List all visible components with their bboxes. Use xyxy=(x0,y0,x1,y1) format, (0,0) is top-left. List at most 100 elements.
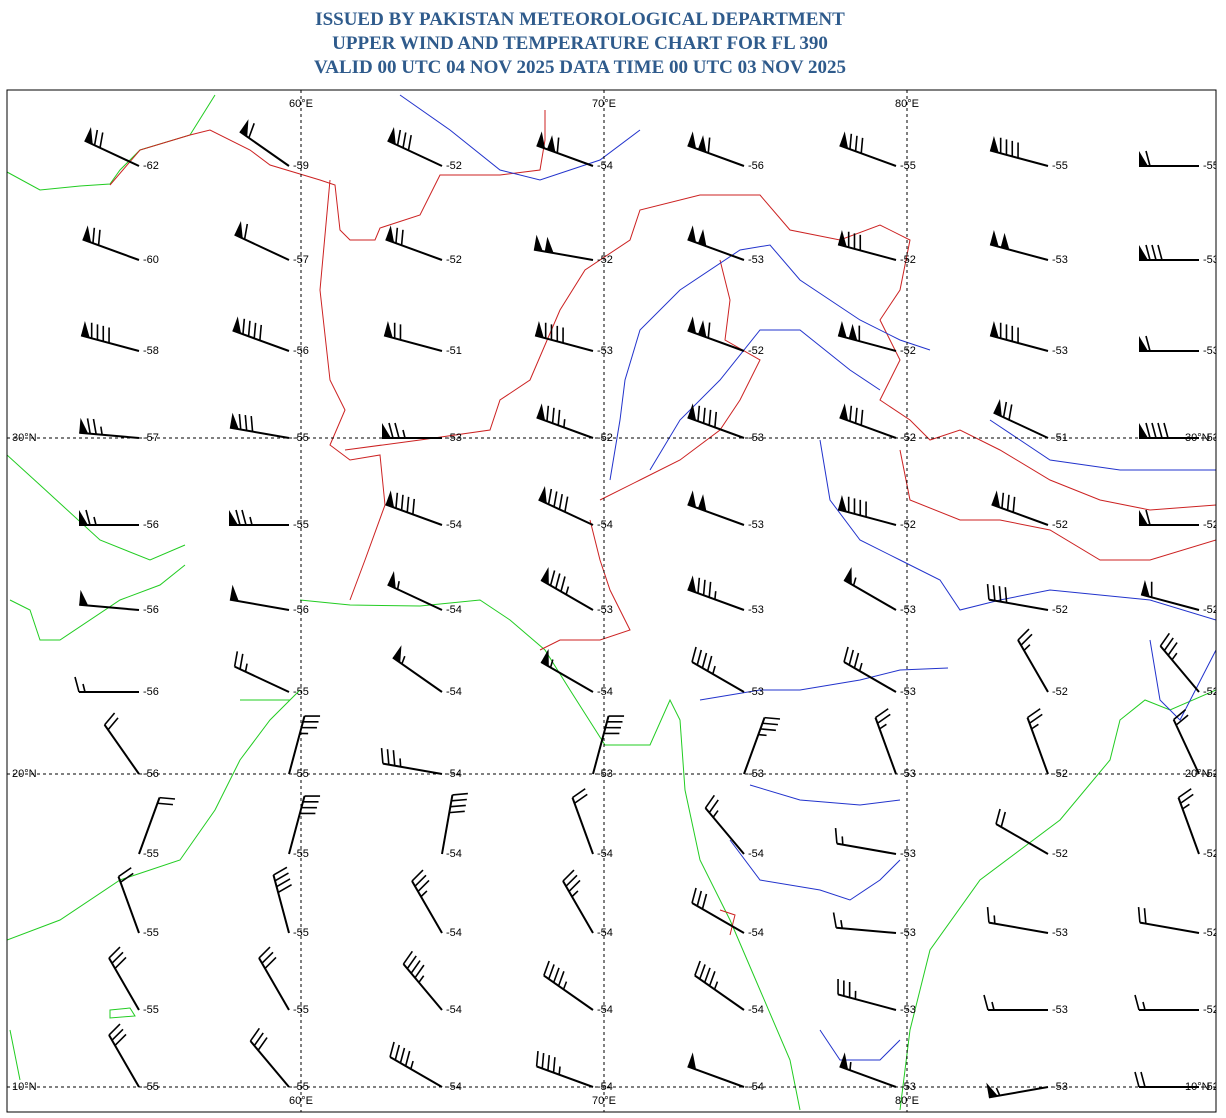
barb-feather xyxy=(875,708,889,719)
barb-feather xyxy=(412,498,416,515)
temperature-label: -53 xyxy=(748,768,764,780)
barb-feather xyxy=(1145,422,1151,439)
barb-pennant xyxy=(536,403,546,421)
barb-pennant xyxy=(535,320,544,338)
wind-barb xyxy=(983,994,1048,1011)
temperature-label: -53 xyxy=(900,1081,916,1093)
temperature-label: -52 xyxy=(1052,686,1068,698)
temperature-label: -54 xyxy=(597,519,613,531)
barb-feather xyxy=(562,869,575,882)
barb-staff xyxy=(288,715,306,775)
wind-barb xyxy=(79,417,140,439)
barb-staff xyxy=(536,144,594,167)
barb-pennant xyxy=(384,320,393,338)
barb-feather xyxy=(235,509,241,526)
temperature-label: -53 xyxy=(597,604,613,616)
wind-barb xyxy=(687,131,745,167)
wind-barb xyxy=(834,828,897,855)
barb-feather xyxy=(414,964,425,979)
wind-barb xyxy=(995,808,1049,855)
wind-barb xyxy=(874,708,897,775)
barb-feather xyxy=(1006,494,1010,511)
title-line: VALID 00 UTC 04 NOV 2025 DATA TIME 00 UT… xyxy=(313,57,847,78)
barb-feather xyxy=(449,810,465,814)
wind-barb xyxy=(562,869,594,934)
wind-barb xyxy=(837,494,897,526)
wind-barb xyxy=(1137,907,1200,934)
barb-feather xyxy=(764,716,781,720)
temperature-label: -53 xyxy=(748,432,764,444)
temperature-label: -52 xyxy=(900,345,916,357)
barb-staff xyxy=(138,797,161,855)
barb-half xyxy=(558,1066,561,1075)
barb-feather xyxy=(402,950,414,965)
barb-half xyxy=(712,810,719,818)
barb-feather xyxy=(380,748,384,764)
barb-feather xyxy=(995,808,1001,825)
barb-feather xyxy=(983,994,989,1011)
barb-half xyxy=(410,1060,414,1070)
temperature-label: -52 xyxy=(1052,519,1068,531)
barb-pennant xyxy=(839,403,849,421)
barb-half xyxy=(841,836,844,845)
graticule: 60°E60°E70°E70°E80°E80°E30°N 30°N20°N 20°N… xyxy=(7,90,1216,1112)
barb-pennant xyxy=(538,486,547,504)
barb-half xyxy=(563,419,566,428)
barb-feather xyxy=(549,570,556,586)
barb-pennant xyxy=(387,127,396,145)
temperature-label: -54 xyxy=(597,686,613,698)
barb-feather xyxy=(1012,496,1016,513)
barb-pennant xyxy=(234,221,243,239)
wind-barb xyxy=(839,403,897,439)
temperature-label: -53 xyxy=(446,432,462,444)
barb-feather xyxy=(560,576,566,592)
barb-feather xyxy=(241,509,247,526)
barb-half xyxy=(714,591,717,600)
barb-feather xyxy=(547,488,553,505)
barb-staff xyxy=(392,656,443,693)
barb-feather xyxy=(92,418,97,435)
wind-barb xyxy=(536,403,594,439)
barb-feather xyxy=(702,579,706,596)
barb-pennant xyxy=(533,234,543,252)
barb-feather xyxy=(103,712,116,726)
barb-feather xyxy=(1175,714,1189,726)
barb-staff xyxy=(837,334,897,352)
barb-feather xyxy=(854,135,858,152)
wind-barb xyxy=(687,1052,745,1088)
barb-feather xyxy=(849,133,853,150)
wind-barb xyxy=(402,950,443,1011)
barb-feather xyxy=(986,584,990,600)
barb-feather xyxy=(552,1057,556,1073)
barb-pennant xyxy=(1000,232,1010,250)
barb-staff xyxy=(1139,921,1200,934)
barb-half xyxy=(100,426,103,435)
barb-half xyxy=(399,758,402,767)
wind-barb xyxy=(1139,335,1199,352)
barb-feather xyxy=(386,749,390,765)
barb-feather xyxy=(998,586,1002,602)
temperature-label: -52 xyxy=(1203,1081,1219,1093)
barb-feather xyxy=(114,1033,127,1046)
temperature-label: -52 xyxy=(900,254,916,266)
barb-feather xyxy=(258,946,271,959)
temperature-label: -55 xyxy=(1052,160,1068,172)
barb-feather xyxy=(406,496,410,513)
barb-feather xyxy=(273,866,288,876)
barb-feather xyxy=(74,676,80,693)
wind-barb xyxy=(387,127,443,167)
barb-staff xyxy=(234,665,290,693)
barb-feather xyxy=(243,223,249,240)
temperature-label: -52 xyxy=(597,254,613,266)
barb-pennant xyxy=(697,320,707,338)
barb-feather xyxy=(1143,908,1147,924)
wind-barb xyxy=(249,1027,290,1088)
barb-half xyxy=(82,683,86,693)
wind-barb xyxy=(1139,509,1199,526)
wind-barb xyxy=(837,978,897,1011)
wind-barb xyxy=(837,320,897,352)
barb-staff xyxy=(543,974,594,1011)
barb-feather xyxy=(1020,633,1033,646)
temperature-label: -55 xyxy=(293,1081,309,1093)
